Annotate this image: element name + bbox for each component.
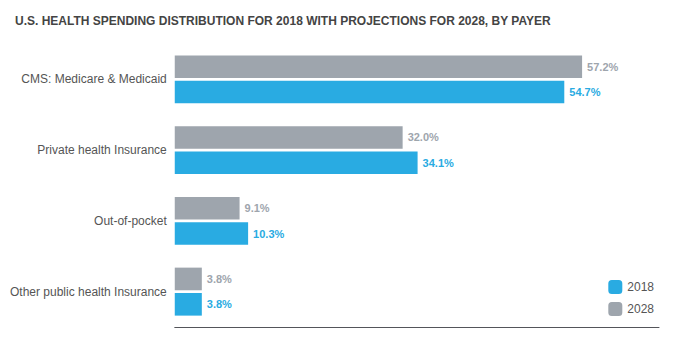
svg-text:Other public health Insurance: Other public health Insurance: [10, 285, 167, 299]
svg-text:2028: 2028: [627, 302, 654, 316]
svg-text:2018: 2018: [627, 280, 654, 294]
svg-text:Out-of-pocket: Out-of-pocket: [94, 214, 167, 228]
svg-text:10.3%: 10.3%: [253, 228, 284, 240]
svg-text:54.7%: 54.7%: [569, 86, 600, 98]
svg-text:9.1%: 9.1%: [245, 202, 270, 214]
svg-text:32.0%: 32.0%: [408, 131, 439, 143]
svg-text:CMS: Medicare & Medicaid: CMS: Medicare & Medicaid: [21, 72, 166, 86]
svg-text:3.8%: 3.8%: [207, 298, 232, 310]
svg-text:Private health Insurance: Private health Insurance: [37, 143, 167, 157]
svg-text:57.2%: 57.2%: [587, 61, 618, 73]
svg-text:3.8%: 3.8%: [207, 273, 232, 285]
svg-text:34.1%: 34.1%: [423, 157, 454, 169]
svg-text:U.S. HEALTH SPENDING DISTRIBUT: U.S. HEALTH SPENDING DISTRIBUTION FOR 20…: [15, 14, 551, 28]
